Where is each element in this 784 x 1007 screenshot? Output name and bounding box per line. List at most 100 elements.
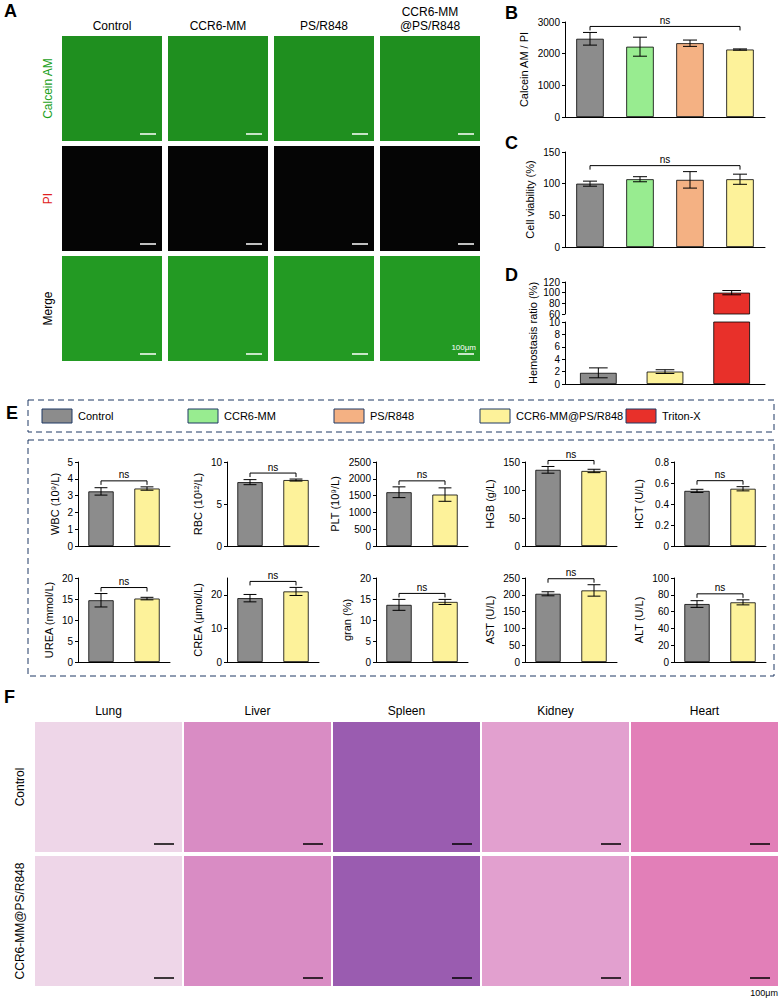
svg-text:150: 150	[543, 147, 560, 158]
svg-text:50: 50	[509, 513, 521, 524]
svg-text:CCR6-MM@PS/R848: CCR6-MM@PS/R848	[516, 410, 623, 422]
svg-text:RBC (10¹²/L): RBC (10¹²/L)	[192, 473, 204, 535]
svg-text:CREA (μmol/L): CREA (μmol/L)	[192, 583, 204, 657]
svg-text:PS/R848: PS/R848	[370, 410, 414, 422]
svg-text:100μm: 100μm	[451, 343, 476, 352]
svg-text:Liver: Liver	[244, 704, 270, 718]
svg-text:ns: ns	[417, 582, 428, 593]
svg-text:60: 60	[658, 606, 670, 617]
svg-text:6: 6	[554, 341, 560, 352]
svg-text:D: D	[505, 265, 518, 285]
svg-text:2: 2	[554, 366, 560, 377]
svg-text:1500: 1500	[349, 490, 372, 501]
svg-text:CCR6-MM@PS/R848: CCR6-MM@PS/R848	[13, 862, 27, 979]
svg-text:1000: 1000	[538, 80, 561, 91]
svg-text:gran (%): gran (%)	[341, 599, 353, 641]
svg-text:PS/R848: PS/R848	[300, 19, 348, 33]
svg-text:1000: 1000	[349, 507, 372, 518]
svg-text:A: A	[4, 1, 17, 21]
svg-text:PLT (10⁹/L): PLT (10⁹/L)	[329, 476, 341, 532]
svg-text:CCR6-MM: CCR6-MM	[190, 19, 247, 33]
svg-text:5: 5	[365, 636, 371, 647]
svg-text:250: 250	[503, 573, 520, 584]
svg-text:2000: 2000	[349, 473, 372, 484]
svg-text:4: 4	[67, 473, 73, 484]
svg-text:5: 5	[67, 457, 73, 468]
svg-text:Triton-X: Triton-X	[662, 410, 701, 422]
svg-text:0: 0	[365, 541, 371, 552]
svg-text:50: 50	[509, 640, 521, 651]
svg-text:200: 200	[503, 589, 520, 600]
svg-text:ALT (U/L): ALT (U/L)	[633, 597, 645, 644]
svg-text:0: 0	[216, 657, 222, 668]
svg-text:AST (U/L): AST (U/L)	[484, 596, 496, 645]
svg-text:Heart: Heart	[690, 704, 720, 718]
svg-text:100: 100	[503, 485, 520, 496]
svg-text:0: 0	[514, 541, 520, 552]
svg-text:20: 20	[62, 573, 74, 584]
svg-text:Merge: Merge	[41, 291, 55, 325]
svg-text:10: 10	[211, 623, 223, 634]
svg-text:100: 100	[543, 287, 560, 298]
svg-text:500: 500	[354, 524, 371, 535]
svg-text:0.4: 0.4	[655, 499, 669, 510]
svg-text:Cell viability (%): Cell viability (%)	[524, 160, 536, 238]
svg-text:0: 0	[67, 541, 73, 552]
svg-text:10: 10	[549, 317, 561, 328]
svg-text:0: 0	[365, 657, 371, 668]
svg-text:5: 5	[216, 499, 222, 510]
svg-text:50: 50	[549, 210, 561, 221]
svg-text:0: 0	[514, 657, 520, 668]
svg-text:150: 150	[503, 606, 520, 617]
svg-text:0.2: 0.2	[655, 520, 669, 531]
svg-text:2: 2	[67, 507, 73, 518]
svg-text:CCR6-MM: CCR6-MM	[402, 5, 459, 19]
svg-text:CCR6-MM: CCR6-MM	[224, 410, 276, 422]
svg-text:ns: ns	[119, 576, 130, 587]
svg-text:100μm: 100μm	[750, 988, 778, 998]
svg-text:2000: 2000	[538, 48, 561, 59]
svg-text:HCT (U/L): HCT (U/L)	[633, 479, 645, 529]
svg-text:ns: ns	[715, 469, 726, 480]
svg-text:Kidney: Kidney	[537, 704, 574, 718]
svg-text:@PS/R848: @PS/R848	[400, 19, 461, 33]
svg-text:10: 10	[211, 457, 223, 468]
svg-text:ns: ns	[660, 15, 671, 26]
svg-text:Hemostasis ratio (%): Hemostasis ratio (%)	[527, 282, 539, 384]
svg-text:10: 10	[360, 615, 372, 626]
svg-text:1: 1	[67, 524, 73, 535]
svg-text:ns: ns	[268, 462, 279, 473]
svg-text:WBC (10⁹/L): WBC (10⁹/L)	[49, 473, 61, 535]
svg-text:0: 0	[663, 657, 669, 668]
svg-text:ns: ns	[715, 582, 726, 593]
svg-text:120: 120	[543, 277, 560, 288]
svg-text:ns: ns	[660, 154, 671, 165]
svg-text:0: 0	[554, 112, 560, 123]
svg-text:5: 5	[67, 636, 73, 647]
svg-text:B: B	[505, 3, 518, 23]
svg-text:Control: Control	[78, 410, 113, 422]
svg-text:0.6: 0.6	[655, 478, 669, 489]
svg-text:40: 40	[658, 623, 670, 634]
svg-text:ns: ns	[119, 469, 130, 480]
svg-text:100: 100	[652, 573, 669, 584]
svg-text:20: 20	[211, 589, 223, 600]
svg-text:Spleen: Spleen	[388, 704, 425, 718]
svg-text:100: 100	[543, 178, 560, 189]
svg-text:0: 0	[663, 541, 669, 552]
svg-text:Control: Control	[13, 768, 27, 807]
svg-text:2500: 2500	[349, 457, 372, 468]
svg-text:ns: ns	[268, 570, 279, 581]
svg-text:ns: ns	[566, 449, 577, 460]
svg-text:4: 4	[554, 354, 560, 365]
svg-text:80: 80	[658, 589, 670, 600]
svg-text:ns: ns	[417, 469, 428, 480]
svg-text:80: 80	[549, 298, 561, 309]
svg-text:Control: Control	[93, 19, 132, 33]
svg-text:PI: PI	[41, 193, 55, 204]
svg-text:HGB (g/L): HGB (g/L)	[484, 479, 496, 529]
svg-text:C: C	[505, 133, 518, 153]
svg-text:0: 0	[216, 541, 222, 552]
svg-text:F: F	[4, 687, 15, 707]
svg-text:0: 0	[554, 379, 560, 390]
